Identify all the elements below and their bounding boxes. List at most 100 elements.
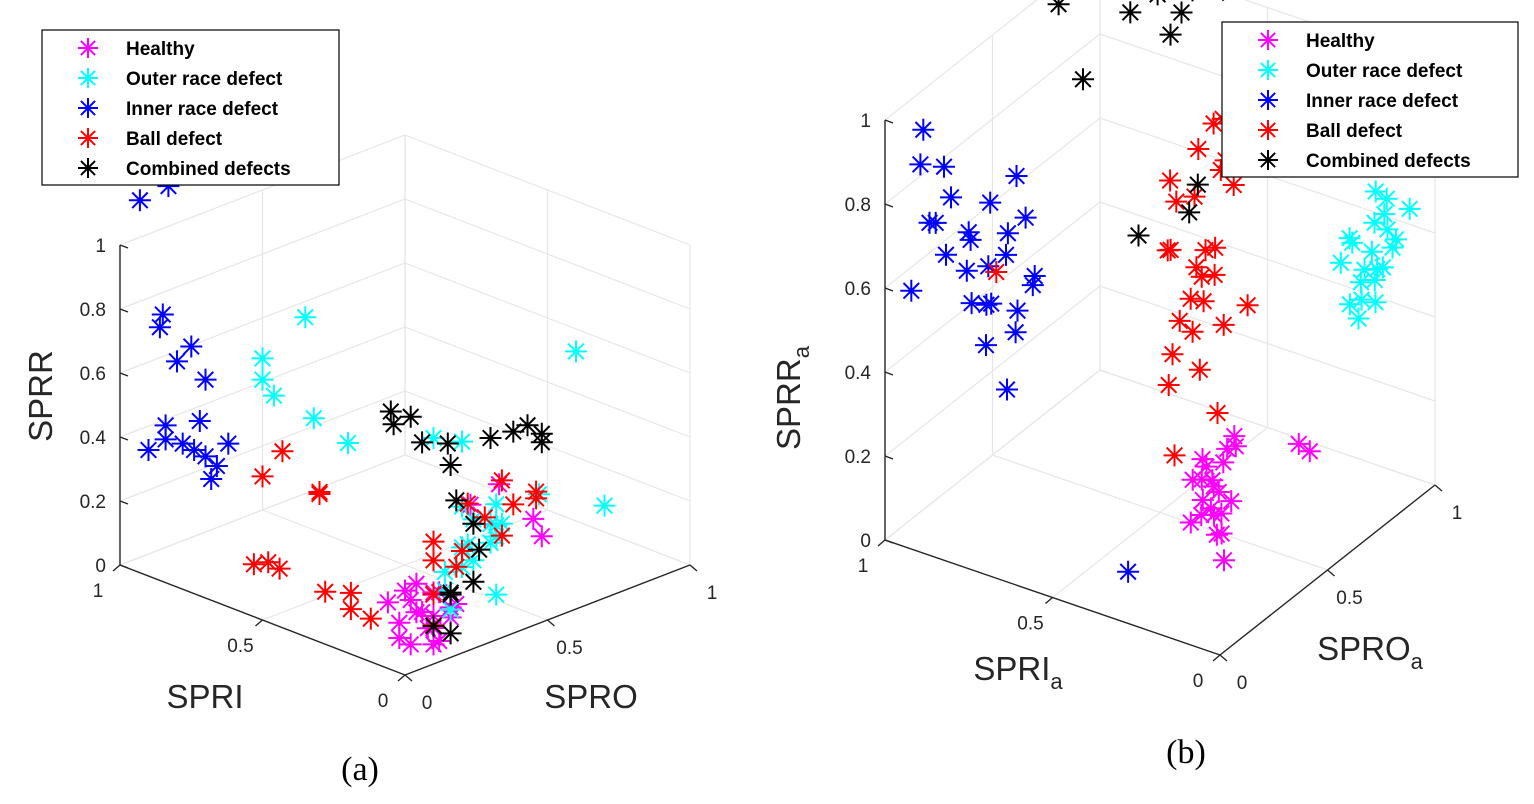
data-point <box>502 420 525 443</box>
x-tick-mark <box>1327 569 1335 577</box>
data-point <box>268 557 291 580</box>
data-point <box>251 347 274 370</box>
data-point <box>1364 291 1387 314</box>
data-point <box>516 414 539 437</box>
data-point <box>1159 169 1182 192</box>
legend-label: Outer race defect <box>1306 61 1463 82</box>
data-point <box>900 279 923 302</box>
data-point <box>308 483 331 505</box>
data-point <box>502 493 525 516</box>
data-point <box>462 570 485 593</box>
grid-line <box>884 285 1101 457</box>
data-point <box>151 303 174 326</box>
legend-label: Combined defects <box>1306 151 1471 172</box>
data-point <box>1023 265 1046 287</box>
x-tick-label: 0 <box>422 693 433 714</box>
legend: Healthy Outer race defect Inner race defec… <box>1221 21 1519 178</box>
data-point <box>530 525 553 548</box>
z-tick-label: 0.4 <box>80 428 107 449</box>
legend-label: Healthy <box>126 39 195 60</box>
z-tick-mark <box>884 287 894 292</box>
z-tick-label: 0.4 <box>845 363 872 384</box>
data-point <box>451 430 473 453</box>
data-point <box>339 598 362 621</box>
data-point <box>1006 299 1029 322</box>
data-point <box>171 432 194 455</box>
data-point <box>436 432 459 455</box>
data-point <box>217 432 240 455</box>
data-point <box>376 591 399 614</box>
data-point <box>1207 481 1230 503</box>
data-point <box>1194 239 1217 262</box>
data-point <box>1047 0 1070 16</box>
data-point <box>985 261 1008 283</box>
grid-line <box>884 369 1101 541</box>
data-point <box>1156 239 1179 262</box>
data-point <box>251 465 274 488</box>
grid-line <box>404 198 691 310</box>
data-point <box>1127 224 1150 247</box>
y-axis-label: SPRI <box>166 678 243 715</box>
panel-caption: (a) <box>341 751 379 788</box>
data-point <box>1363 269 1386 291</box>
data-point <box>960 292 983 315</box>
data-point <box>1381 236 1404 259</box>
data-point <box>339 581 362 604</box>
x-axis-label-subscript: a <box>1411 649 1424 674</box>
z-tick-label: 0.8 <box>80 300 106 321</box>
data-point <box>1165 190 1188 213</box>
x-tick-mark <box>1219 654 1228 662</box>
data-point <box>428 581 451 604</box>
data-point <box>1199 497 1222 520</box>
grid-line <box>119 198 406 310</box>
data-point <box>388 627 411 649</box>
data-point <box>462 512 485 535</box>
x-tick-label: 0.5 <box>1336 588 1362 609</box>
data-point <box>180 335 203 358</box>
x-axis-label: SPROa <box>1317 630 1424 674</box>
data-point <box>479 531 502 554</box>
data-point <box>462 549 485 572</box>
data-point <box>411 601 434 623</box>
legend-marker <box>1258 150 1278 170</box>
z-tick-label: 0 <box>95 556 106 577</box>
data-point <box>242 553 265 576</box>
data-point <box>148 316 171 339</box>
grid-line <box>1099 285 1436 402</box>
legend-label: Healthy <box>1306 31 1375 52</box>
data-point <box>980 292 1003 315</box>
data-point <box>1179 511 1202 534</box>
data-point <box>422 583 445 605</box>
data-point <box>1005 165 1028 187</box>
data-point <box>1170 1 1193 24</box>
x-tick-label: 0 <box>1237 673 1248 694</box>
data-point <box>530 431 553 454</box>
data-point <box>1338 227 1361 250</box>
z-tick-mark <box>119 500 129 505</box>
data-point <box>439 454 462 476</box>
data-point <box>399 633 422 656</box>
data-point <box>1191 448 1214 471</box>
data-point <box>1205 523 1228 546</box>
legend-marker <box>78 38 98 58</box>
data-point <box>1159 23 1182 46</box>
z-tick-mark <box>884 455 894 460</box>
data-point <box>940 186 962 209</box>
data-point <box>257 551 280 574</box>
grid-line <box>119 262 406 374</box>
data-point <box>1338 293 1361 316</box>
y-tick-mark <box>255 619 263 627</box>
y-axis-label-text: SPRI <box>973 650 1050 687</box>
legend-marker <box>78 68 98 88</box>
data-point <box>1149 0 1167 6</box>
data-point <box>262 384 285 407</box>
z-tick-label: 0.6 <box>845 279 871 300</box>
z-tick-mark <box>119 244 129 249</box>
data-point <box>975 293 998 316</box>
data-point <box>912 118 935 141</box>
data-point <box>1366 258 1389 280</box>
z-tick-label: 1 <box>95 236 106 257</box>
data-point <box>337 432 359 454</box>
data-point <box>1210 522 1233 545</box>
